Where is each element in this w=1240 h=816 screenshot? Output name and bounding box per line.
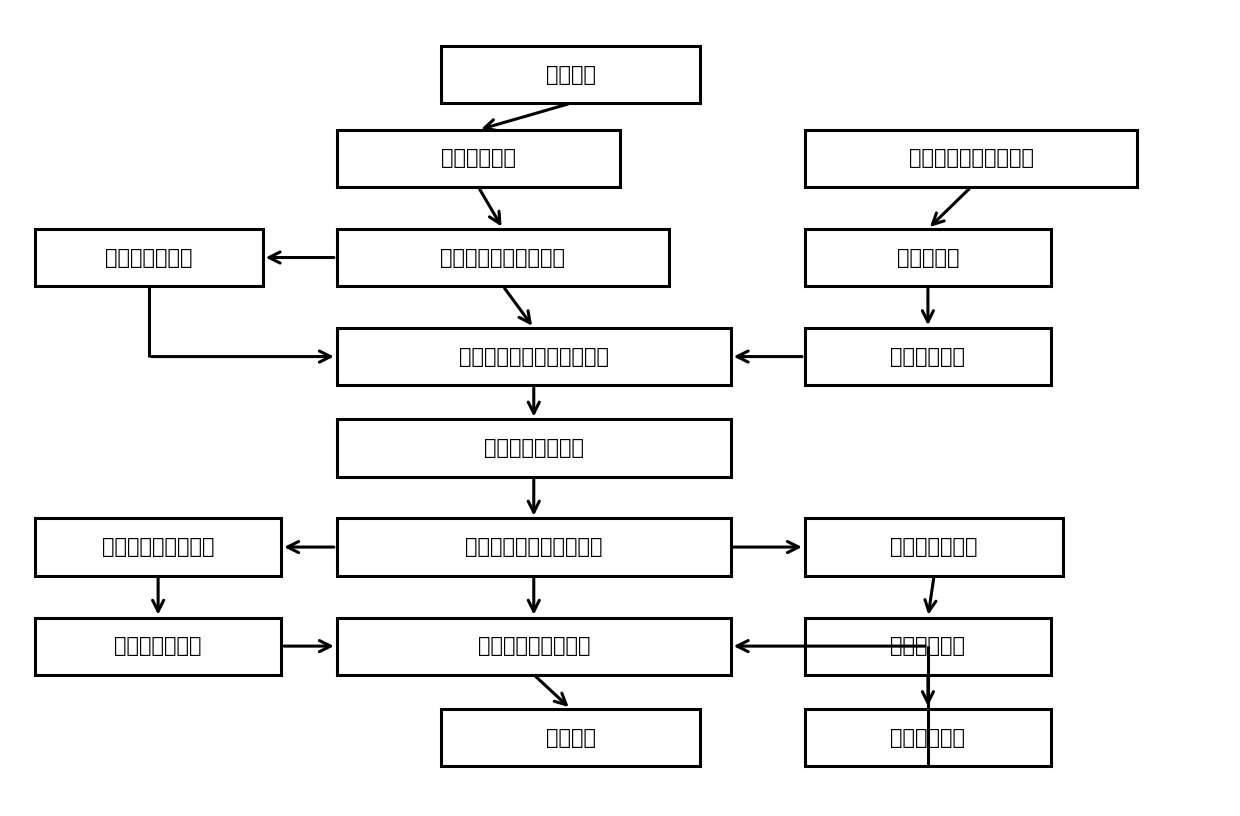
Text: 压混凝土试块: 压混凝土试块	[890, 636, 966, 656]
Text: 原材料复核: 原材料复核	[897, 247, 960, 268]
Bar	[35, 229, 263, 286]
Text: 固定梁内支架筋: 固定梁内支架筋	[105, 247, 192, 268]
Text: 布设节点波纹管、穿预应筋: 布设节点波纹管、穿预应筋	[459, 347, 609, 366]
Text: 预应力筋制作: 预应力筋制作	[890, 347, 966, 366]
Bar	[805, 618, 1052, 675]
Text: 画梁内支架水平分布线: 画梁内支架水平分布线	[909, 149, 1033, 168]
Bar	[35, 518, 281, 575]
Bar	[337, 618, 730, 675]
Text: 预应力筋张拉与灌浆: 预应力筋张拉与灌浆	[477, 636, 590, 656]
Bar	[805, 709, 1052, 766]
Bar	[35, 618, 281, 675]
Bar	[805, 328, 1052, 385]
Bar	[337, 229, 670, 286]
Text: 端部封锚: 端部封锚	[546, 728, 595, 747]
Bar	[337, 328, 730, 385]
Text: 验检张拉机具: 验检张拉机具	[890, 728, 966, 747]
Bar	[805, 229, 1052, 286]
Bar	[805, 130, 1137, 187]
Bar	[337, 419, 730, 477]
Text: 绑扎节点非预应力钢筋: 绑扎节点非预应力钢筋	[440, 247, 565, 268]
Bar	[337, 518, 730, 575]
Bar	[441, 46, 701, 103]
Bar	[805, 518, 1064, 575]
Text: 制作混凝土试块: 制作混凝土试块	[890, 537, 978, 557]
Text: 端部清理，装锚: 端部清理，装锚	[114, 636, 202, 656]
Text: 预应力混凝土浇捣及养护: 预应力混凝土浇捣及养护	[465, 537, 603, 557]
Text: 节点三维建模: 节点三维建模	[441, 149, 516, 168]
Text: 深化设计: 深化设计	[546, 64, 595, 85]
Text: 梁侧模，木盒子拆除: 梁侧模，木盒子拆除	[102, 537, 215, 557]
Bar	[441, 709, 701, 766]
Text: 隐蔽工程检查验收: 隐蔽工程检查验收	[484, 438, 584, 458]
Bar	[337, 130, 620, 187]
